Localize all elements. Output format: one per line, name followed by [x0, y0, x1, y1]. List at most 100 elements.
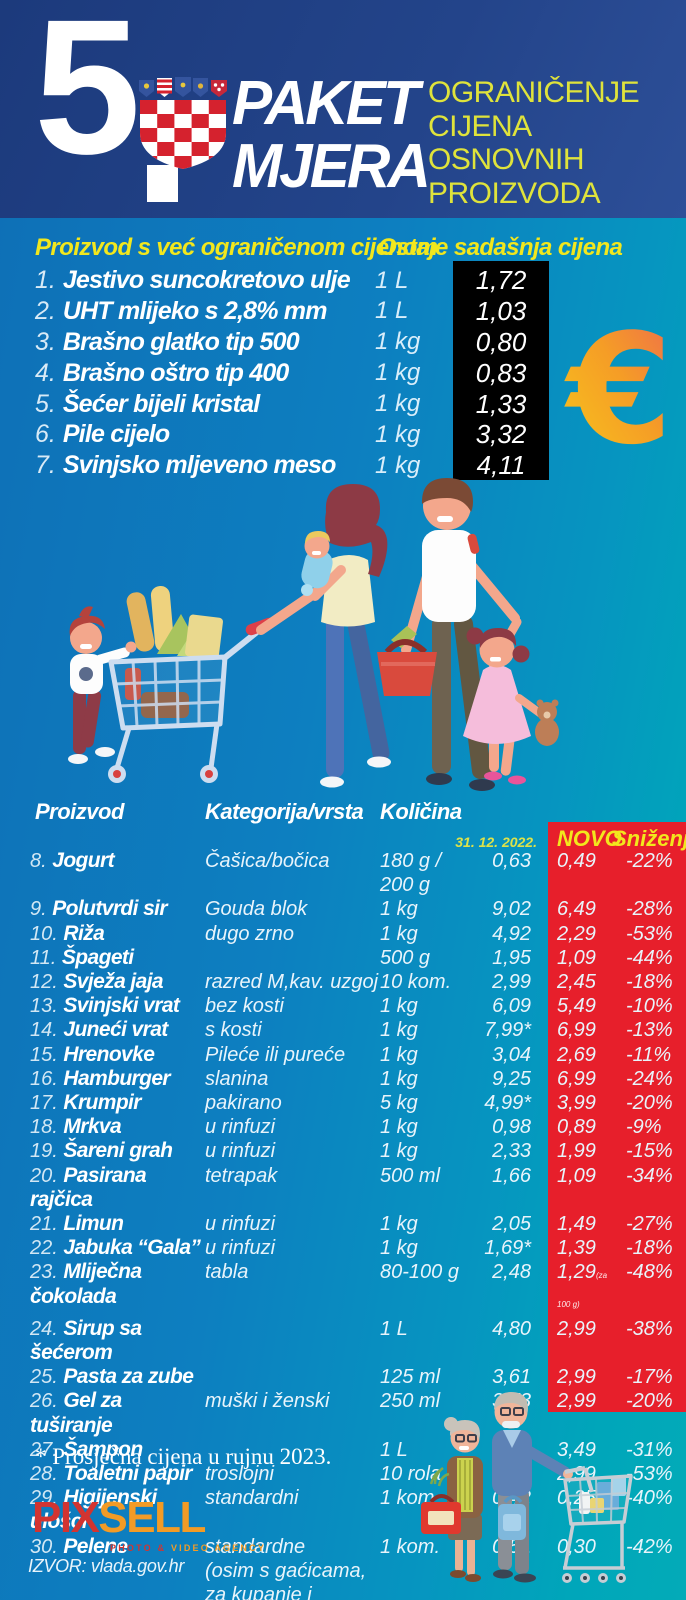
elderly-couple-shopping-illustration: [421, 1392, 633, 1583]
product-price: 0,80: [475, 326, 527, 357]
new-price: 1,49: [557, 1213, 596, 1236]
new-price-cell: 5,49: [541, 994, 613, 1018]
product-name: Hrenovke: [63, 1042, 155, 1066]
new-price: 5,49: [557, 995, 596, 1018]
product-category: [205, 1317, 380, 1365]
new-price-cell: 1,99: [541, 1139, 613, 1163]
product-name: Svježa jaja: [63, 970, 164, 994]
new-price-cell: 1,39: [541, 1236, 613, 1260]
product-name-cell: 5. Šećer bijeli kristal: [35, 390, 375, 419]
product-quantity: 10 rola: [380, 1463, 442, 1486]
new-price: 2,45: [557, 971, 596, 994]
subtitle: OGRANIČENJE CIJENA OSNOVNIH PROIZVODA: [428, 76, 640, 210]
product-name: Jestivo suncokretovo ulje: [62, 266, 351, 294]
table2-old-price-header: 31. 12. 2022.: [455, 834, 537, 850]
old-price: 7,99*: [484, 1019, 531, 1042]
product-name: Toaletni papir: [63, 1462, 192, 1486]
product-category: u rinfuzi: [205, 1116, 276, 1139]
table-row: 3. Brašno glatko tip 500 1 kg 0,80: [35, 327, 649, 358]
new-price-cell: 2,99: [541, 1365, 613, 1389]
new-price-cell: 2,45: [541, 970, 613, 994]
row-number: 19.: [30, 1140, 58, 1163]
product-name-cell: 19. Šareni grah: [30, 1139, 205, 1163]
product-name: Svinjsko mljeveno meso: [62, 451, 337, 480]
table1-product-header: Proizvod s već ograničenom cijenom: [35, 234, 438, 261]
header-number-period: [147, 165, 178, 202]
old-price: 4,92: [492, 922, 531, 945]
product-name-cell: 2. UHT mlijeko s 2,8% mm: [35, 297, 375, 326]
table-row: 22. Jabuka “Gala” u rinfuzi 1 kg 1,69* 1…: [30, 1236, 686, 1260]
product-name-cell: 8. Jogurt: [30, 849, 205, 897]
product-price: 0,83: [475, 357, 527, 388]
product-name-cell: 9. Polutvrdi sir: [30, 897, 205, 921]
product-name: Jabuka “Gala”: [63, 1236, 201, 1260]
product-name-cell: 10. Riža: [30, 922, 205, 946]
product-name: Pasta za zube: [63, 1365, 194, 1389]
mother-figure: [256, 484, 391, 788]
discount: -22%: [626, 850, 673, 872]
product-price: 3,32: [475, 419, 527, 450]
table-row: 7. Svinjsko mljeveno meso 1 kg 4,11: [35, 450, 649, 481]
product-name: UHT mlijeko s 2,8% mm: [62, 296, 328, 325]
new-price: 2,69: [557, 1043, 596, 1066]
row-number: 27.: [30, 1438, 58, 1461]
new-price-cell: 1,09: [541, 946, 613, 970]
product-name-cell: 20. Pasirana rajčica: [30, 1164, 205, 1212]
product-quantity: 125 ml: [380, 1366, 441, 1389]
product-category: Pileće ili pureće: [205, 1043, 346, 1066]
product-name-cell: 26. Gel za tuširanje: [30, 1389, 205, 1437]
discount: -15%: [626, 1140, 673, 1163]
product-category: tetrapak: [205, 1164, 278, 1187]
new-price-note: (za 100 g): [557, 1271, 608, 1309]
subtitle-line2: CIJENA: [428, 109, 532, 143]
table1-price-header: Ostaje sadašnja cijena: [378, 234, 623, 261]
table-row: 21. Limun u rinfuzi 1 kg 2,05 1,49 -27%: [30, 1212, 686, 1236]
old-price: 1,69*: [484, 1237, 531, 1260]
product-name-cell: 6. Pile cijelo: [35, 420, 375, 449]
product-name: Šećer bijeli kristal: [62, 389, 260, 418]
table-row: 18. Mrkva u rinfuzi 1 kg 0,98 0,89 -9%: [30, 1115, 686, 1139]
discount: -53%: [626, 922, 673, 945]
table-row: 5. Šećer bijeli kristal 1 kg 1,33: [35, 389, 649, 420]
row-number: 16.: [30, 1067, 58, 1090]
discount: -44%: [626, 946, 673, 969]
product-unit: 1 kg: [375, 390, 421, 418]
product-name: Pile cijelo: [62, 420, 170, 449]
old-price: 4,99*: [484, 1092, 531, 1115]
product-price: 1,03: [475, 295, 527, 326]
shopping-cart: [108, 586, 275, 783]
table-row: 20. Pasirana rajčica tetrapak 500 ml 1,6…: [30, 1164, 686, 1212]
row-number: 21.: [30, 1213, 58, 1236]
discount: -24%: [626, 1067, 673, 1090]
product-name-cell: 3. Brašno glatko tip 500: [35, 328, 375, 357]
product-quantity: 1 kg: [380, 898, 418, 921]
product-category: slanina: [205, 1067, 269, 1090]
croatian-coat-of-arms-icon: [139, 77, 227, 169]
old-price: 1,66: [492, 1164, 531, 1187]
product-quantity: 500 ml: [380, 1164, 441, 1187]
product-name-cell: 12. Svježa jaja: [30, 970, 205, 994]
family-shopping-illustration: [68, 478, 559, 791]
product-name-cell: 30. Pelene: [30, 1535, 205, 1600]
product-name-cell: 28. Toaletni papir: [30, 1462, 205, 1486]
old-price: 2,48: [492, 1261, 531, 1284]
product-name: Higijenski ulošci: [30, 1486, 157, 1534]
row-number: 12.: [30, 971, 58, 994]
table-row: 4. Brašno oštro tip 400 1 kg 0,83: [35, 358, 649, 389]
row-number: 28.: [30, 1463, 58, 1486]
discount: -38%: [626, 1317, 673, 1340]
discount: -53%: [626, 1463, 673, 1486]
table2-category-header: Kategorija/vrsta: [205, 799, 364, 824]
product-quantity: 1 kg: [380, 995, 418, 1018]
product-quantity: 1 kg: [380, 1140, 418, 1163]
new-price: 0,89: [557, 1116, 596, 1139]
father-figure: [377, 478, 520, 791]
new-price: 6,99: [557, 1067, 596, 1090]
pixsell-logo-part2: SELL: [98, 1493, 206, 1542]
old-price: 6,09: [492, 995, 531, 1018]
product-name-cell: 13. Svinjski vrat: [30, 994, 205, 1018]
table-row: 15. Hrenovke Pileće ili pureće 1 kg 3,04…: [30, 1043, 686, 1067]
discount: -27%: [626, 1213, 673, 1236]
product-name-cell: 14. Juneći vrat: [30, 1018, 205, 1042]
table-row: 2. UHT mlijeko s 2,8% mm 1 L 1,03: [35, 296, 649, 327]
